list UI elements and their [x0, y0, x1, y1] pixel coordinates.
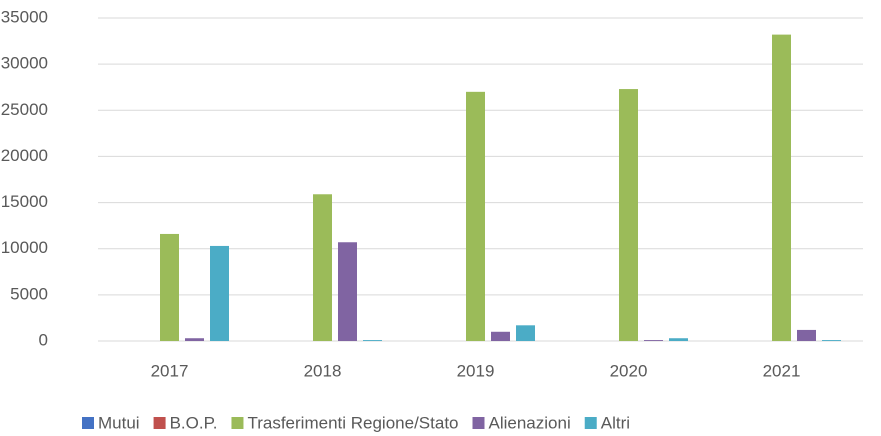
bar	[797, 329, 816, 341]
y-tick-label: 5000	[10, 284, 48, 303]
bar	[466, 91, 485, 341]
bar	[772, 34, 791, 342]
y-tick-label: 10000	[1, 238, 48, 257]
bar	[669, 338, 688, 341]
y-tick-label: 20000	[1, 146, 48, 165]
bar	[338, 242, 357, 341]
bar	[644, 340, 663, 341]
bar	[619, 89, 638, 341]
y-tick-label: 0	[39, 330, 48, 349]
legend-swatch	[472, 417, 485, 429]
legend-swatch	[584, 417, 597, 429]
y-tick-label: 15000	[1, 192, 48, 211]
y-tick-label: 25000	[1, 100, 48, 119]
bar	[822, 340, 841, 341]
x-tick-label: 2020	[610, 361, 648, 380]
bar	[210, 245, 229, 341]
legend-label: Altri	[601, 413, 630, 432]
legend-swatch	[82, 417, 94, 429]
bar	[313, 194, 332, 341]
legend-label: Mutui	[98, 413, 140, 432]
legend-label: Trasferimenti Regione/Stato	[247, 413, 458, 432]
bar	[185, 338, 204, 341]
legend-swatch	[153, 417, 166, 429]
legend-swatch	[231, 417, 244, 429]
legend-label: B.O.P.	[170, 413, 218, 432]
x-tick-label: 2017	[151, 361, 189, 380]
bar	[160, 233, 179, 341]
bar	[516, 325, 535, 341]
x-tick-label: 2021	[763, 361, 801, 380]
y-tick-label: 35000	[1, 7, 48, 26]
bar	[363, 340, 382, 341]
x-tick-label: 2018	[304, 361, 342, 380]
bar	[491, 331, 510, 341]
legend-label: Alienazioni	[489, 413, 571, 432]
y-tick-label: 30000	[1, 54, 48, 73]
x-tick-label: 2019	[457, 361, 495, 380]
